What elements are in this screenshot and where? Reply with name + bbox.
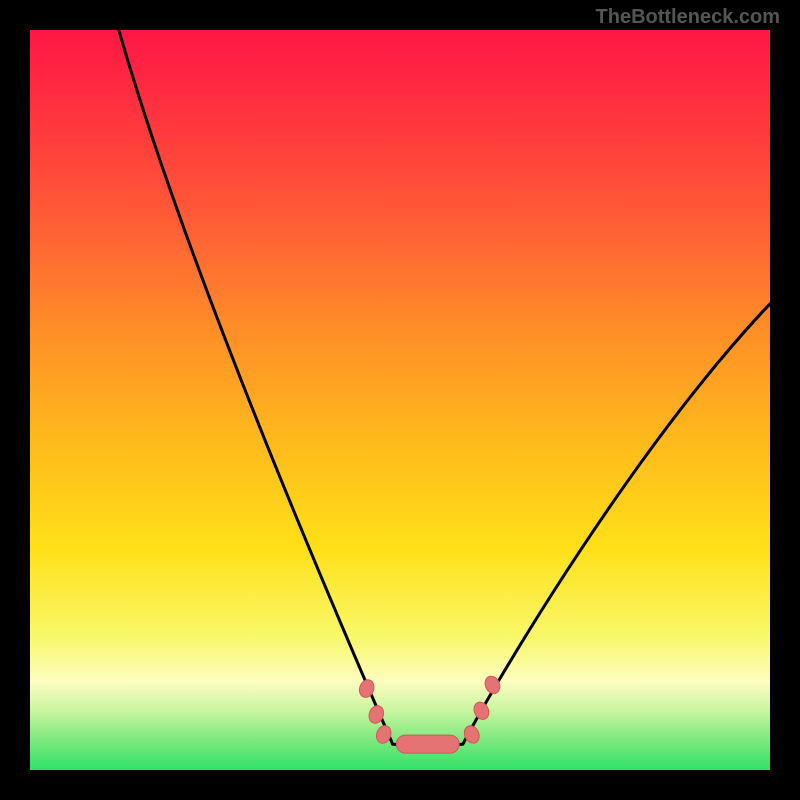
bottleneck-chart: TheBottleneck.com (0, 0, 800, 800)
gradient-background (30, 30, 770, 770)
trough-capsule-marker (396, 735, 459, 753)
watermark-text: TheBottleneck.com (596, 6, 780, 29)
plot-svg (0, 0, 800, 800)
